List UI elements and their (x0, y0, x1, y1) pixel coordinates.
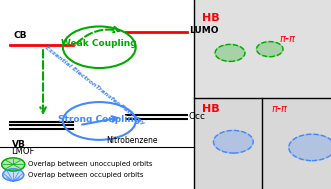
Text: LMOF: LMOF (12, 147, 35, 156)
Text: Weak Coupling: Weak Coupling (62, 39, 137, 48)
Text: LUMO: LUMO (189, 26, 218, 35)
Text: HB: HB (202, 13, 219, 23)
Text: Overlap between occupied orbits: Overlap between occupied orbits (28, 172, 144, 178)
Circle shape (215, 44, 245, 61)
Text: Occ: Occ (189, 112, 206, 122)
Text: Strong Coupling: Strong Coupling (58, 115, 140, 124)
Text: Nitrobenzene: Nitrobenzene (107, 136, 158, 145)
Text: CB: CB (13, 31, 27, 40)
Bar (262, 98, 331, 189)
Circle shape (257, 42, 283, 57)
Text: Essential ElectronTransfer Pathway: Essential ElectronTransfer Pathway (44, 45, 145, 125)
Circle shape (3, 169, 24, 181)
Circle shape (2, 158, 25, 171)
Bar (194, 0, 331, 98)
Text: $\pi$-$\pi$: $\pi$-$\pi$ (279, 34, 297, 44)
Text: VB: VB (12, 140, 25, 149)
Bar (194, 98, 262, 189)
Circle shape (289, 134, 331, 161)
Text: Overlap between unoccupied orbits: Overlap between unoccupied orbits (28, 161, 153, 167)
Text: $\pi$-$\pi$: $\pi$-$\pi$ (271, 104, 289, 114)
Circle shape (213, 130, 253, 153)
Text: HB: HB (202, 104, 219, 114)
Bar (0, 0, 194, 189)
